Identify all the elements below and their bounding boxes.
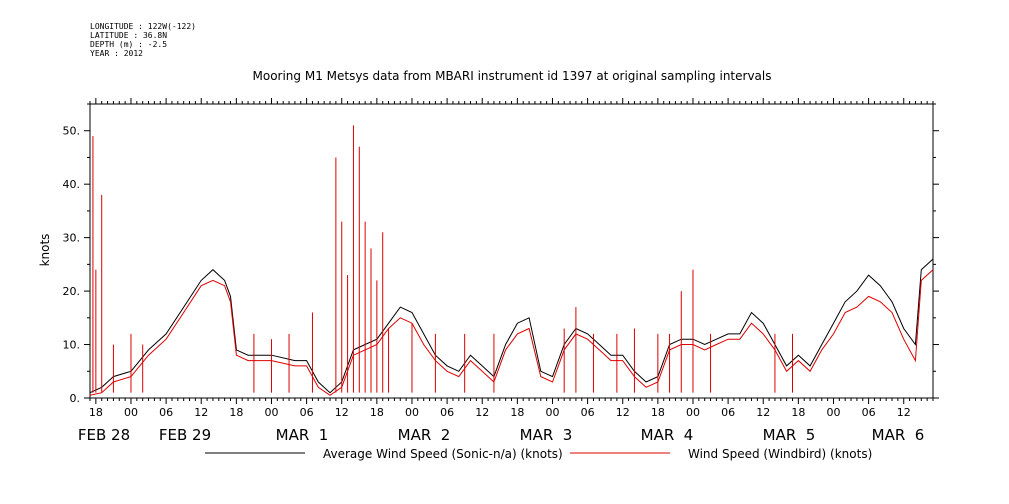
y-tick-label: 40.: [63, 178, 81, 191]
latitude-label: LATITUDE : 36.8N: [90, 31, 168, 40]
axis-ticks: [84, 98, 939, 404]
x-tick-label: 06: [440, 406, 454, 419]
x-tick-label: 18: [651, 406, 665, 419]
longitude-label: LONGITUDE : 122W(-122): [90, 22, 196, 31]
series-layer: [89, 125, 934, 396]
legend-label-average: Average Wind Speed (Sonic-n/a) (knots): [323, 447, 563, 461]
x-tick-label: 00: [545, 406, 559, 419]
y-tick-labels: 0. 10. 20. 30. 40. 50.: [63, 125, 81, 405]
y-tick-label: 30.: [63, 232, 81, 245]
x-tick-label: 06: [862, 406, 876, 419]
date-label: MAR 5: [763, 426, 816, 444]
date-label: MAR 2: [398, 426, 451, 444]
y-tick-label: 50.: [63, 125, 81, 138]
x-tick-label: 00: [826, 406, 840, 419]
x-tick-label: 12: [756, 406, 770, 419]
x-tick-label: 18: [510, 406, 524, 419]
date-label: MAR 6: [872, 426, 925, 444]
plot-frame: [89, 103, 934, 399]
x-tick-label: 12: [616, 406, 630, 419]
x-tick-label: 06: [721, 406, 735, 419]
date-labels: FEB 28 FEB 29 MAR 1 MAR 2 MAR 3 MAR 4 MAR 5 MAR…: [78, 426, 924, 444]
date-label: FEB 28: [78, 426, 130, 444]
date-label: MAR 4: [641, 426, 694, 444]
x-tick-label: 18: [370, 406, 384, 419]
legend-label-windbird: Wind Speed (Windbird) (knots): [688, 447, 872, 461]
x-tick-label: 06: [300, 406, 314, 419]
depth-label: DEPTH (m) : -2.5: [90, 40, 168, 49]
date-label: MAR 1: [276, 426, 329, 444]
x-tick-label: 18: [229, 406, 243, 419]
x-tick-label: 00: [264, 406, 278, 419]
y-tick-label: 20.: [63, 285, 81, 298]
y-tick-label: 0.: [70, 392, 81, 405]
x-tick-label: 12: [475, 406, 489, 419]
x-tick-label: 18: [791, 406, 805, 419]
date-label: MAR 3: [520, 426, 573, 444]
x-tick-label: 12: [335, 406, 349, 419]
x-tick-label: 06: [581, 406, 595, 419]
y-axis-label: knots: [38, 234, 52, 267]
x-tick-label: 00: [686, 406, 700, 419]
series-line-1: [89, 269, 934, 396]
x-tick-label: 18: [89, 406, 103, 419]
chart-title: Mooring M1 Metsys data from MBARI instru…: [253, 69, 772, 83]
x-tick-label: 06: [159, 406, 173, 419]
y-tick-label: 10.: [63, 339, 81, 352]
x-tick-label: 12: [897, 406, 911, 419]
x-tick-label: 12: [194, 406, 208, 419]
series-line-0: [89, 258, 934, 394]
legend: Average Wind Speed (Sonic-n/a) (knots) W…: [205, 447, 872, 461]
x-tick-labels: 18 00 06 12 18 00 06 12 18 00 06 12 18 00 06 12 18 00 06 12…: [89, 406, 911, 419]
x-tick-label: 00: [405, 406, 419, 419]
year-label: YEAR : 2012: [90, 49, 143, 58]
date-label: FEB 29: [159, 426, 211, 444]
x-tick-label: 00: [124, 406, 138, 419]
